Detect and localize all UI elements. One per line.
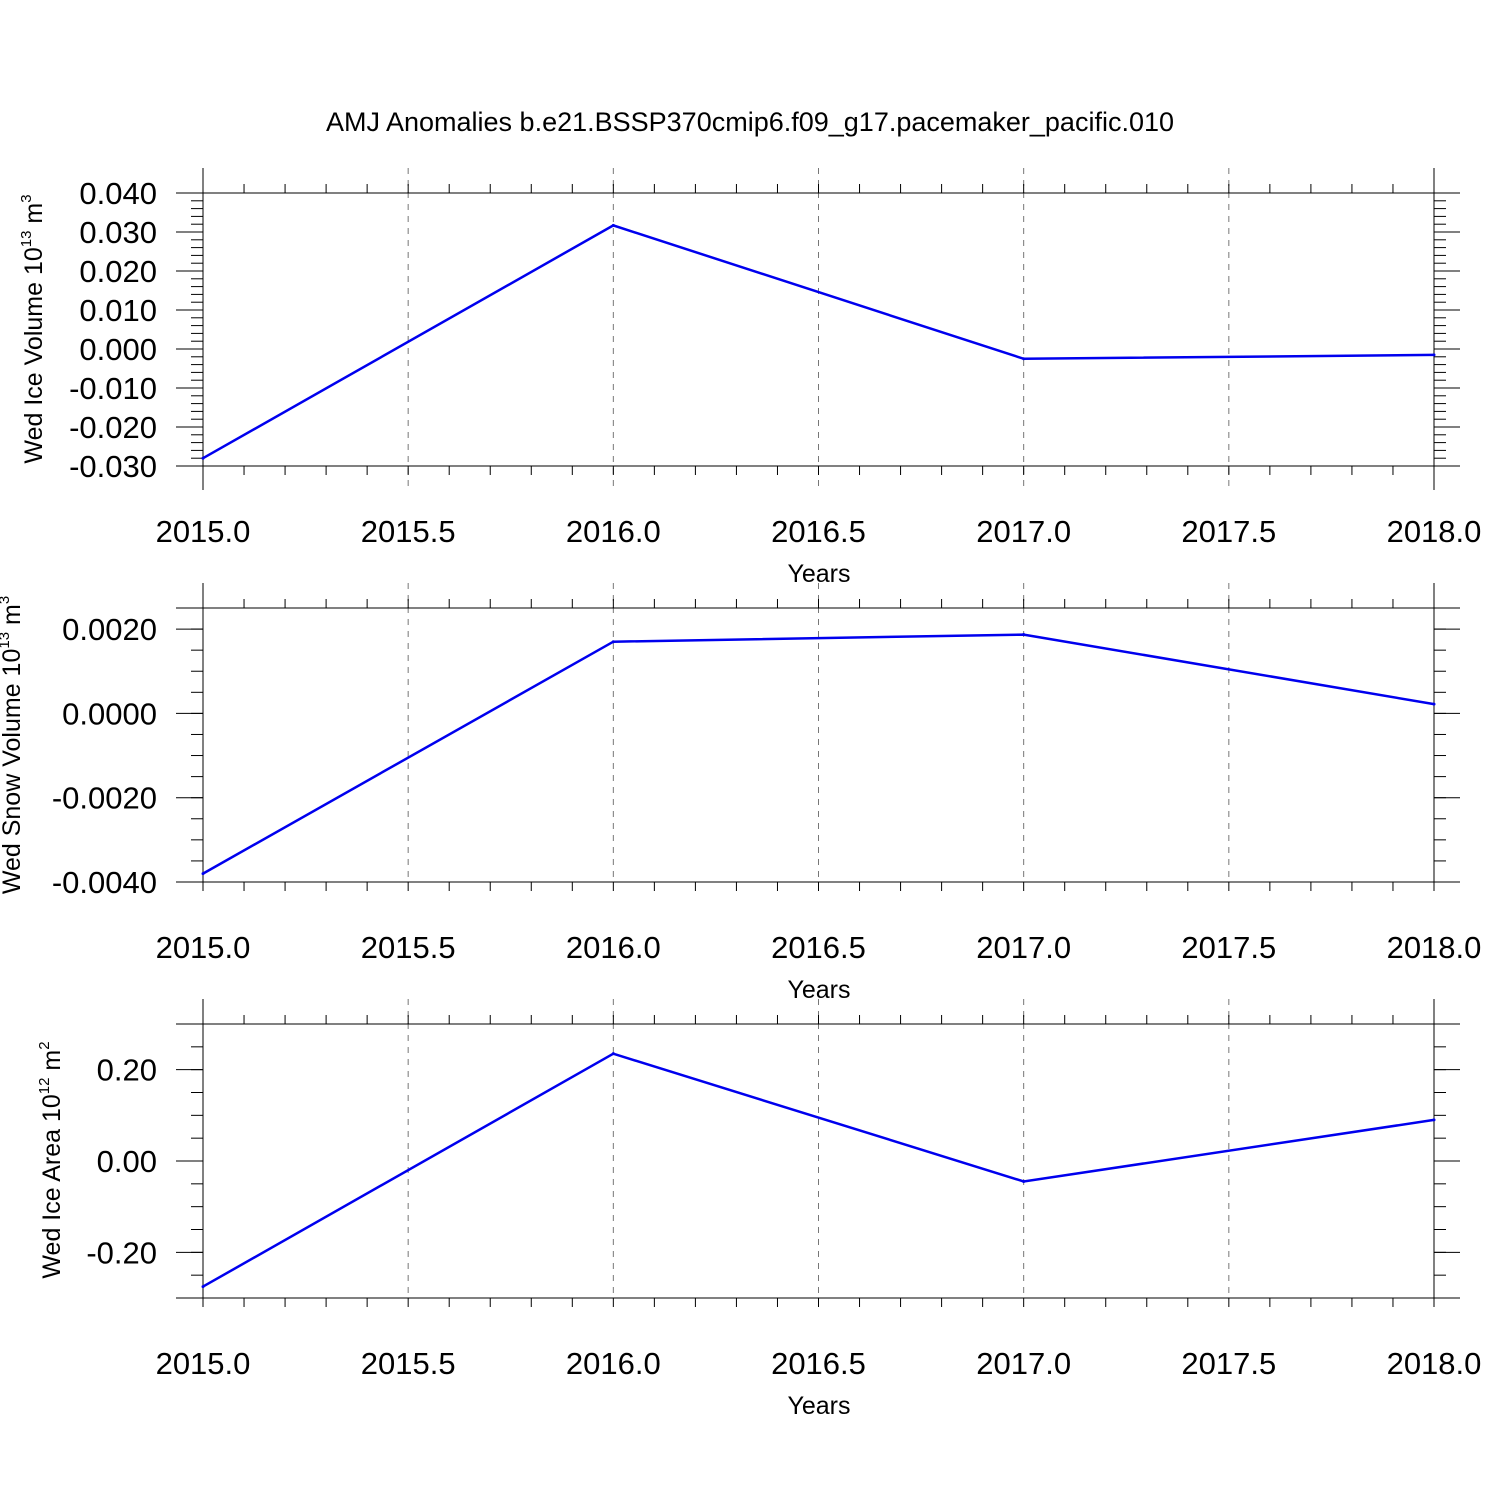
- y-tick-label: 0.00: [97, 1144, 157, 1179]
- x-tick-label: 2017.5: [1181, 514, 1276, 549]
- y-axis-label-superscript: 13: [0, 632, 13, 649]
- y-tick-label: 0.010: [79, 293, 157, 328]
- series-line: [202, 224, 1435, 460]
- panel-1: -0.030 -0.020 -0.010 0.000 0.010 0.020 0.030 0.…: [18, 168, 1481, 588]
- y-tick-label: 0.20: [97, 1053, 157, 1088]
- x-tick-label: 2016.0: [566, 930, 661, 965]
- x-tick-label: 2015.0: [156, 930, 251, 965]
- data-point: [1432, 353, 1436, 357]
- x-tick-label: 2015.5: [361, 1346, 456, 1381]
- y-axis-label-text: Wed Ice Volume 10: [20, 247, 48, 463]
- data-point: [1432, 1118, 1436, 1122]
- x-tick-label: 2017.0: [976, 1346, 1071, 1381]
- x-tick-label: 2015.0: [156, 1346, 251, 1381]
- x-tick-label: 2016.5: [771, 1346, 866, 1381]
- y-tick-label: 0.000: [79, 332, 157, 367]
- series-line: [202, 633, 1435, 875]
- y-axis-label-superscript: 3: [18, 194, 35, 202]
- x-tick-label: 2016.5: [771, 930, 866, 965]
- data-point: [611, 640, 615, 644]
- x-tick-label: 2018.0: [1387, 1346, 1482, 1381]
- y-axis-label-text: m: [20, 203, 48, 231]
- y-tick-label: 0.0000: [62, 696, 157, 731]
- x-tick-label: 2017.5: [1181, 1346, 1276, 1381]
- data-point: [611, 1052, 615, 1056]
- y-tick-label: -0.20: [86, 1235, 157, 1270]
- y-axis-label-superscript: 12: [36, 1078, 53, 1095]
- x-tick-label: 2015.5: [361, 930, 456, 965]
- x-tick-label: 2017.0: [976, 930, 1071, 965]
- x-tick-label: 2016.5: [771, 514, 866, 549]
- y-tick-label: 0.020: [79, 254, 157, 289]
- y-axis-label: Wed Snow Volume 1013 m3: [0, 596, 26, 894]
- x-tick-label: 2015.5: [361, 514, 456, 549]
- x-tick-label: 2016.0: [566, 514, 661, 549]
- y-axis-label-text: m: [0, 604, 26, 632]
- y-axis-label-text: Wed Snow Volume 10: [0, 649, 26, 895]
- data-point: [1022, 1180, 1026, 1184]
- panel-3: -0.20 0.00 0.20 2015.0 2015.5 2016.0 2016.5 201…: [36, 999, 1481, 1420]
- y-tick-label: 0.0020: [62, 612, 157, 647]
- data-point: [611, 223, 615, 227]
- x-tick-label: 2016.0: [566, 1346, 661, 1381]
- y-tick-label: -0.0040: [52, 865, 157, 900]
- data-point: [1022, 357, 1026, 361]
- x-tick-label: 2017.0: [976, 514, 1071, 549]
- data-point: [201, 1285, 205, 1289]
- x-tick-label: 2018.0: [1387, 930, 1482, 965]
- y-tick-label: 0.030: [79, 215, 157, 250]
- x-axis-label: Years: [787, 1392, 850, 1420]
- data-point: [201, 456, 205, 460]
- y-axis-label-superscript: 2: [36, 1041, 53, 1049]
- y-axis-label-superscript: 13: [18, 231, 35, 248]
- y-axis-label-text: m: [38, 1050, 66, 1078]
- y-axis-label: Wed Ice Area 1012 m2: [36, 1041, 66, 1278]
- x-tick-label: 2018.0: [1387, 514, 1482, 549]
- y-axis-label-text: Wed Ice Area 10: [38, 1094, 66, 1278]
- panel-2: -0.0040 -0.0020 0.0000 0.0020 2015.0 2015.5 20…: [0, 583, 1481, 1004]
- x-tick-label: 2015.0: [156, 514, 251, 549]
- figure-title: AMJ Anomalies b.e21.BSSP370cmip6.f09_g17…: [326, 107, 1174, 137]
- data-point: [1022, 633, 1026, 637]
- series-line: [202, 1052, 1435, 1288]
- y-tick-label: -0.020: [69, 410, 157, 445]
- y-tick-label: 0.040: [79, 176, 157, 211]
- y-tick-label: -0.030: [69, 449, 157, 484]
- x-tick-label: 2017.5: [1181, 930, 1276, 965]
- y-axis-label: Wed Ice Volume 1013 m3: [18, 194, 48, 463]
- y-axis-label-superscript: 3: [0, 596, 13, 604]
- data-point: [1432, 702, 1436, 706]
- y-tick-label: -0.0020: [52, 781, 157, 816]
- y-tick-label: -0.010: [69, 371, 157, 406]
- data-point: [201, 872, 205, 876]
